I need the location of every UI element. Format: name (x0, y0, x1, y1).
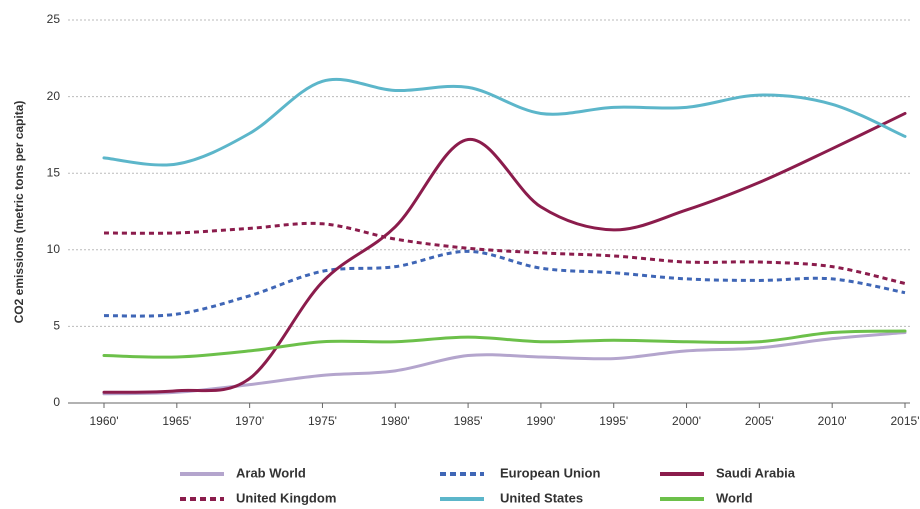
legend-label: Arab World (236, 465, 306, 480)
y-tick-label: 20 (47, 89, 61, 103)
legend-label: United Kingdom (236, 490, 336, 505)
x-tick-label: 1980' (381, 414, 410, 428)
y-axis-label: CO2 emissions (metric tons per capita) (12, 101, 26, 324)
series-line (103, 221, 906, 285)
x-tick-label: 1965' (162, 414, 191, 428)
series-line (102, 111, 907, 394)
x-tick-label: 1985' (454, 414, 483, 428)
y-tick-label: 0 (53, 395, 60, 409)
x-tick-label: 2015' (891, 414, 920, 428)
series-line (102, 77, 907, 167)
x-tick-label: 1970' (235, 414, 264, 428)
x-tick-label: 1995' (599, 414, 628, 428)
y-tick-label: 25 (47, 12, 61, 26)
x-tick-label: 2010' (818, 414, 847, 428)
legend-label: United States (500, 490, 583, 505)
legend-label: Saudi Arabia (716, 465, 796, 480)
series-line (103, 249, 906, 318)
y-tick-label: 5 (53, 319, 60, 333)
series-line (102, 331, 907, 396)
x-tick-label: 1960' (90, 414, 119, 428)
x-tick-label: 1990' (526, 414, 555, 428)
legend-label: World (716, 490, 753, 505)
y-tick-label: 10 (47, 242, 61, 256)
x-tick-label: 2005' (745, 414, 774, 428)
x-tick-label: 2000' (672, 414, 701, 428)
series-line (102, 329, 907, 359)
x-tick-label: 1975' (308, 414, 337, 428)
legend-label: European Union (500, 465, 600, 480)
y-tick-label: 15 (47, 165, 61, 179)
